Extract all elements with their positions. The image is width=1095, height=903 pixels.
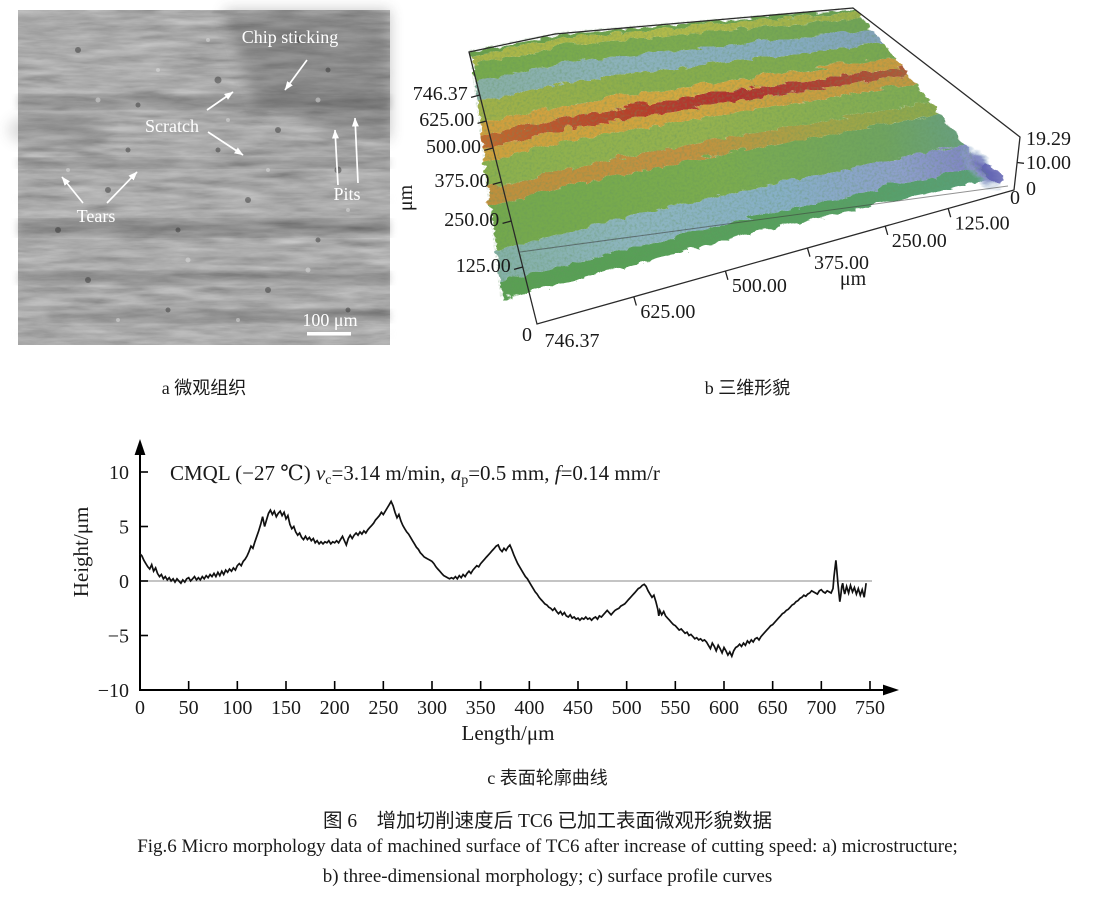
bottom-axis-tick-label: 375.00 <box>814 252 869 274</box>
z-axis-tick-max: 19.29 <box>1026 128 1071 150</box>
left-axis-tick-label: 625.00 <box>419 109 474 131</box>
profile-curve <box>139 499 867 659</box>
x-tick-label: 100 <box>222 697 252 719</box>
y-tick-label: 10 <box>109 462 129 484</box>
x-tick-label: 350 <box>466 697 496 719</box>
y-axis-arrow-icon <box>134 439 146 455</box>
x-tick-label: 50 <box>179 697 199 719</box>
bottom-axis-tick <box>633 296 637 306</box>
tears-arrow-right <box>106 171 138 204</box>
left-axis-tick-label: 250.00 <box>444 209 499 231</box>
pits-label: Pits <box>333 184 360 204</box>
x-tick-label: 0 <box>135 697 145 719</box>
bottom-axis-tick-label: 500.00 <box>732 275 787 297</box>
bottom-axis-unit: μm <box>840 268 867 290</box>
bottom-axis-tick <box>724 270 729 280</box>
sem-streaks <box>8 10 390 338</box>
panel-b-caption: b 三维形貌 <box>704 378 791 398</box>
bottom-axis-tick-label: 625.00 <box>640 301 695 323</box>
x-tick-label: 650 <box>758 697 788 719</box>
x-tick-label: 400 <box>514 697 544 719</box>
y-tick-label: −10 <box>98 680 129 702</box>
x-tick-label: 200 <box>320 697 350 719</box>
x-tick-label: 250 <box>368 697 398 719</box>
scratch-arrow-down <box>207 131 244 156</box>
bottom-axis-corner-label: 746.37 <box>545 330 600 352</box>
sem-micrograph: Chip sticking Scratch Pits Tears 100 μm <box>8 10 390 345</box>
sem-spots <box>55 37 351 313</box>
x-axis-arrow-icon <box>883 684 899 696</box>
chart-ticks <box>140 471 871 691</box>
pits-arrow-right <box>351 117 359 184</box>
pits-arrow-left <box>331 129 339 186</box>
tears-label: Tears <box>77 206 116 226</box>
y-axis-title: Height/μm <box>69 507 93 598</box>
axes-box-frame <box>468 7 1021 325</box>
y-tick-label: 5 <box>119 517 129 539</box>
x-tick-label: 550 <box>660 697 690 719</box>
x-axis-title: Length/μm <box>462 721 555 745</box>
sem-annotations <box>61 59 359 204</box>
scratch-arrow-up <box>206 91 234 111</box>
left-axis-unit: μm <box>395 184 417 211</box>
panel-a-caption: a 微观组织 <box>161 378 247 398</box>
x-tick-label: 300 <box>417 697 447 719</box>
y-tick-label: 0 <box>119 571 129 593</box>
bottom-axis-tick-label: 250.00 <box>892 230 947 252</box>
left-axis-tick <box>513 266 523 271</box>
chart-tick-labels: 0 50 100 150 200 250 300 350 400 450 500 550 600 650 7… <box>98 462 885 719</box>
corner-pit-core <box>979 160 1001 184</box>
axis-ticks <box>470 94 1025 306</box>
left-axis-tick-labels: 746.37 625.00 500.00 375.00 250.00 125.00 <box>413 83 511 277</box>
z-axis-tick-mid: 10.00 <box>1026 152 1071 174</box>
figure-caption-english-line2: b) three-dimensional morphology; c) surf… <box>322 866 773 887</box>
bottom-axis-tick <box>884 226 889 236</box>
z-axis-origin: 0 <box>1026 178 1036 200</box>
left-axis-origin: 0 <box>522 324 532 346</box>
left-axis-tick <box>484 147 494 152</box>
left-axis-tick-label: 125.00 <box>456 255 511 277</box>
figure-caption-chinese: 图 6 增加切削速度后 TC6 已加工表面微观形貌数据 <box>322 811 773 832</box>
x-tick-label: 150 <box>271 697 301 719</box>
bottom-axis-tick <box>947 208 952 218</box>
x-tick-label: 750 <box>855 697 885 719</box>
x-tick-label: 700 <box>806 697 836 719</box>
left-axis-tick-label: 500.00 <box>426 136 481 158</box>
x-tick-label: 600 <box>709 697 739 719</box>
left-axis-tick <box>477 120 487 125</box>
scratch-label: Scratch <box>145 116 199 136</box>
figure-caption-english-line1: Fig.6 Micro morphology data of machined … <box>137 836 958 857</box>
bottom-axis-tick-labels: 625.00 500.00 375.00 250.00 125.00 <box>640 212 1009 322</box>
tears-arrow-left <box>61 176 84 204</box>
bottom-axis-tick <box>806 247 811 257</box>
left-axis-tick-label: 375.00 <box>435 170 490 192</box>
x-tick-label: 500 <box>612 697 642 719</box>
panel-c-caption: c 表面轮廓曲线 <box>487 768 608 788</box>
profile-chart: 0 50 100 150 200 250 300 350 400 450 500 550 600 650 7… <box>69 439 899 745</box>
x-tick-label: 450 <box>563 697 593 719</box>
left-axis-tick <box>492 181 502 186</box>
scale-bar-label: 100 μm <box>302 310 357 330</box>
left-axis-tick-label: 746.37 <box>413 83 468 105</box>
cutting-condition-annotation: CMQL (−27 ℃) vc=3.14 m/min, ap=0.5 mm, f… <box>170 461 660 488</box>
sem-bright-spots <box>66 38 350 322</box>
y-tick-label: −5 <box>108 626 129 648</box>
chip-sticking-arrow <box>284 59 308 91</box>
hidden-box-edge <box>519 185 1009 253</box>
left-axis-tick <box>470 94 480 99</box>
surface-3d-plot: 746.37 625.00 500.00 375.00 250.00 125.00 625… <box>395 7 1071 352</box>
bottom-axis-origin: 0 <box>1010 187 1020 209</box>
chip-sticking-label: Chip sticking <box>242 27 339 47</box>
bottom-axis-tick-label: 125.00 <box>955 212 1010 234</box>
z-axis-tick <box>1017 161 1025 164</box>
left-axis-tick <box>502 220 512 225</box>
scale-bar <box>307 332 351 336</box>
